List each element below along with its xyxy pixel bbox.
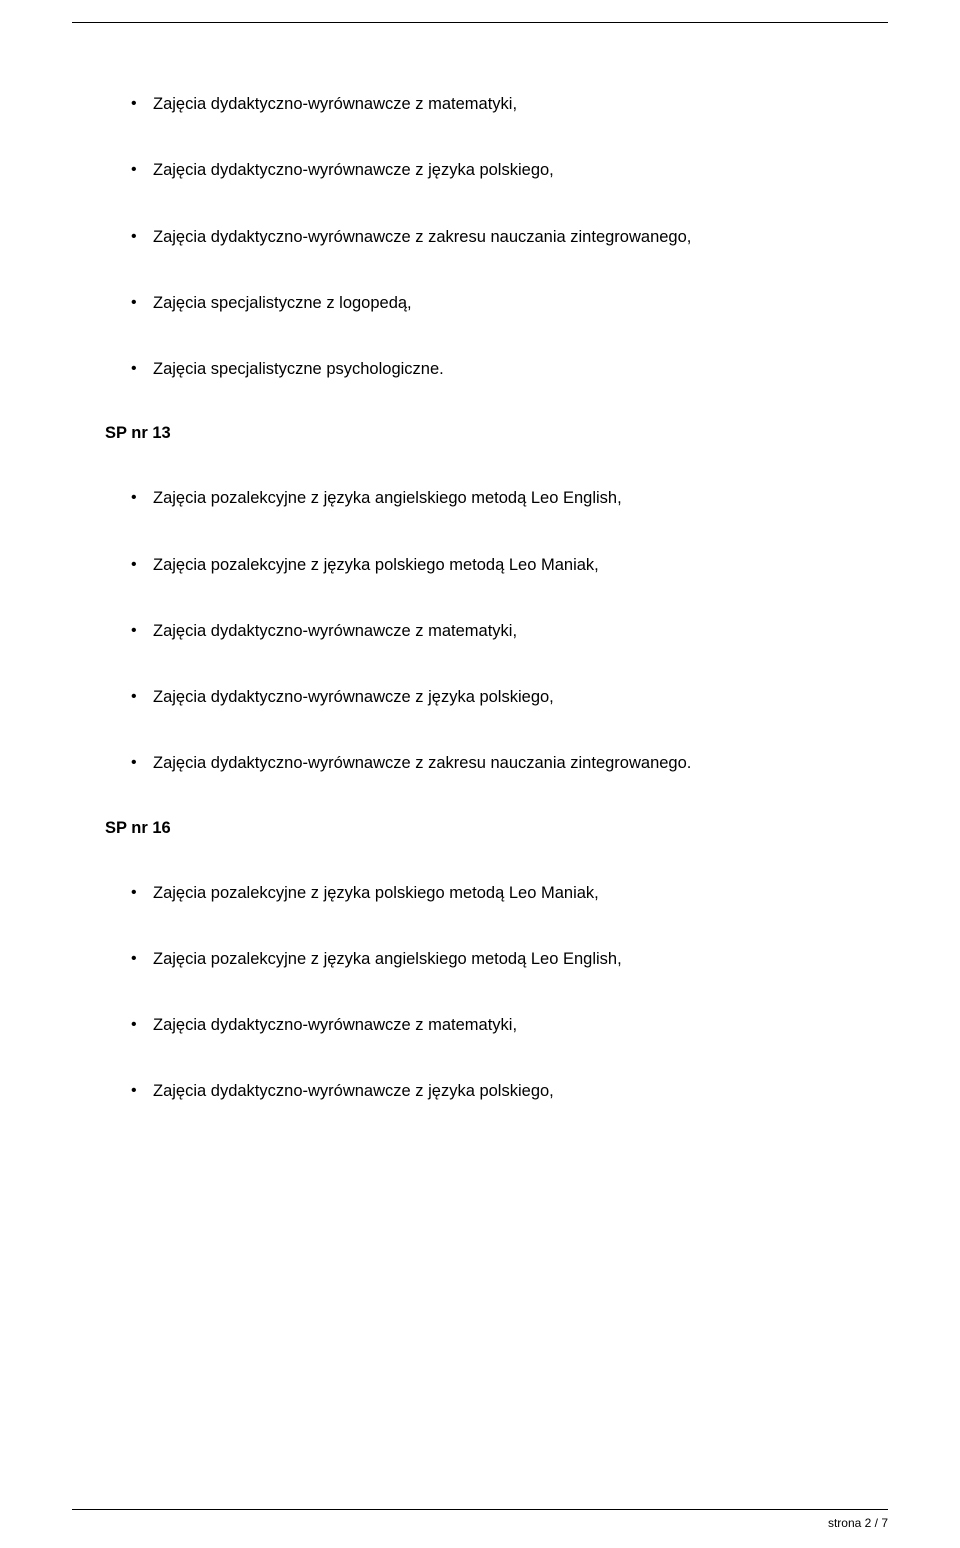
list-item: Zajęcia specjalistyczne psychologiczne. bbox=[153, 358, 855, 380]
bullet-list-sp13: Zajęcia pozalekcyjne z języka angielskie… bbox=[105, 487, 855, 774]
list-item: Zajęcia dydaktyczno-wyrównawcze z zakres… bbox=[153, 226, 855, 248]
top-bullet-list: Zajęcia dydaktyczno-wyrównawcze z matema… bbox=[105, 93, 855, 380]
list-item: Zajęcia specjalistyczne z logopedą, bbox=[153, 292, 855, 314]
list-item: Zajęcia dydaktyczno-wyrównawcze z języka… bbox=[153, 686, 855, 708]
list-item: Zajęcia pozalekcyjne z języka polskiego … bbox=[153, 554, 855, 576]
list-item: Zajęcia dydaktyczno-wyrównawcze z zakres… bbox=[153, 752, 855, 774]
list-item: Zajęcia pozalekcyjne z języka angielskie… bbox=[153, 487, 855, 509]
list-item: Zajęcia dydaktyczno-wyrównawcze z matema… bbox=[153, 93, 855, 115]
list-item: Zajęcia dydaktyczno-wyrównawcze z języka… bbox=[153, 1080, 855, 1102]
section-heading-sp13: SP nr 13 bbox=[105, 424, 855, 443]
list-item: Zajęcia dydaktyczno-wyrównawcze z matema… bbox=[153, 620, 855, 642]
section-heading-sp16: SP nr 16 bbox=[105, 819, 855, 838]
footer-rule bbox=[72, 1509, 888, 1510]
list-item: Zajęcia pozalekcyjne z języka polskiego … bbox=[153, 882, 855, 904]
content-area: Zajęcia dydaktyczno-wyrównawcze z matema… bbox=[0, 23, 960, 1103]
footer: strona 2 / 7 bbox=[72, 1509, 888, 1530]
list-item: Zajęcia dydaktyczno-wyrównawcze z matema… bbox=[153, 1014, 855, 1036]
bullet-list-sp16: Zajęcia pozalekcyjne z języka polskiego … bbox=[105, 882, 855, 1103]
page: Zajęcia dydaktyczno-wyrównawcze z matema… bbox=[0, 22, 960, 1548]
page-number: strona 2 / 7 bbox=[72, 1516, 888, 1530]
list-item: Zajęcia dydaktyczno-wyrównawcze z języka… bbox=[153, 159, 855, 181]
list-item: Zajęcia pozalekcyjne z języka angielskie… bbox=[153, 948, 855, 970]
